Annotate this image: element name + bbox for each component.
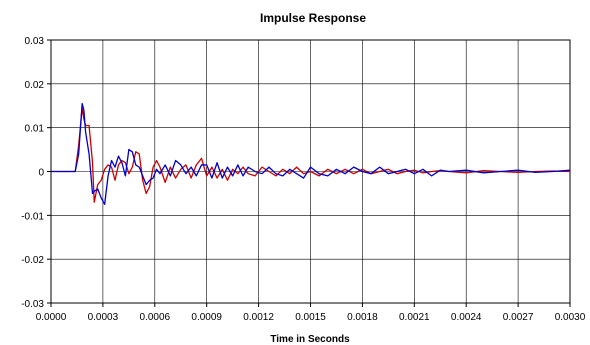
x-tick-label: 0.0003: [88, 312, 119, 323]
series-line-2: [51, 102, 571, 206]
y-tick-label: 0: [38, 168, 44, 179]
y-tick-label: 0.03: [25, 36, 45, 47]
x-tick-label: 0.0024: [451, 312, 482, 323]
y-tick-label: 0.02: [25, 80, 45, 91]
series-lines: [51, 102, 571, 206]
chart-title: Impulse Response: [260, 11, 366, 25]
x-tick-label: 0.0030: [555, 312, 586, 323]
y-tick-label: -0.02: [21, 255, 44, 266]
x-tick-label: 0.0015: [295, 312, 326, 323]
x-tick-label: 0.0018: [347, 312, 378, 323]
x-tick-label: 0.0006: [140, 312, 171, 323]
y-tick-label: -0.03: [21, 299, 44, 310]
x-tick-label: 0.0009: [191, 312, 222, 323]
y-axis-tick-labels: 0.03 0.02 0.01 0 -0.01 -0.02 -0.03: [21, 36, 44, 310]
x-tick-label: 0.0012: [243, 312, 274, 323]
x-tick-label: 0.0027: [503, 312, 534, 323]
y-tick-label: 0.01: [25, 124, 45, 135]
y-tick-label: -0.01: [21, 211, 44, 222]
x-axis-tick-labels: 0.0000 0.0003 0.0006 0.0009 0.0012 0.0015 0.00…: [36, 312, 586, 323]
x-tick-label: 0.0021: [399, 312, 430, 323]
x-tick-label: 0.0000: [36, 312, 67, 323]
x-axis-label: Time in Seconds: [270, 334, 350, 345]
